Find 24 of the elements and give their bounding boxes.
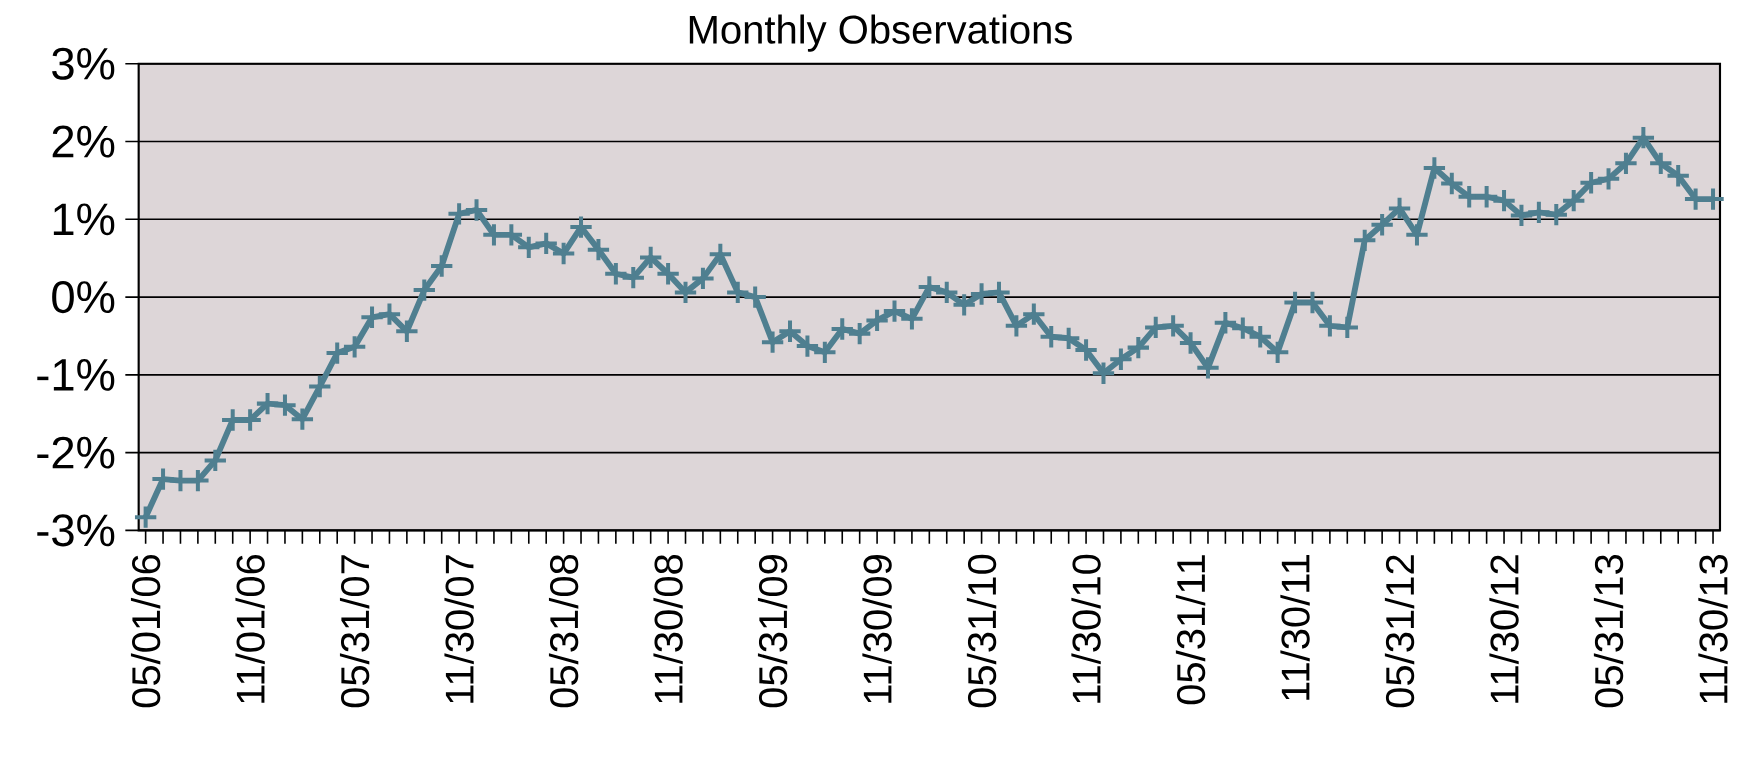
- x-tick-label: 05/31/08: [548, 554, 579, 708]
- y-tick-label: -2%: [37, 436, 115, 469]
- y-tick-label: 1%: [53, 203, 115, 236]
- y-tick-label: 2%: [52, 125, 115, 158]
- x-tick-label: 05/31/09: [757, 555, 788, 708]
- x-tick-label: 05/31/13: [1593, 554, 1624, 708]
- chart-title: Monthly Observations: [689, 14, 1072, 52]
- x-tick-label: 05/01/06: [130, 554, 161, 708]
- y-tick-label: -3%: [37, 514, 115, 547]
- x-tick-label: 11/30/07: [444, 555, 474, 703]
- y-tick-label: 3%: [52, 47, 115, 80]
- x-tick-label: 05/31/11: [1175, 555, 1206, 705]
- x-tick-label: 11/30/12: [1489, 555, 1519, 703]
- y-tick-label: -1%: [37, 358, 115, 391]
- x-tick-label: 05/31/12: [1384, 555, 1415, 708]
- x-tick-label: 11/30/09: [862, 555, 892, 703]
- x-tick-label: 11/30/10: [1071, 554, 1101, 703]
- y-tick-label: 0%: [52, 280, 115, 314]
- x-tick-label: 05/31/10: [966, 554, 997, 708]
- x-tick-label: 05/31/07: [339, 555, 370, 708]
- x-tick-label: 11/30/08: [653, 554, 683, 703]
- x-tick-label: 11/30/11: [1280, 555, 1310, 700]
- x-tick-label: 11/30/13: [1698, 554, 1728, 703]
- x-tick-label: 11/01/06: [235, 554, 265, 703]
